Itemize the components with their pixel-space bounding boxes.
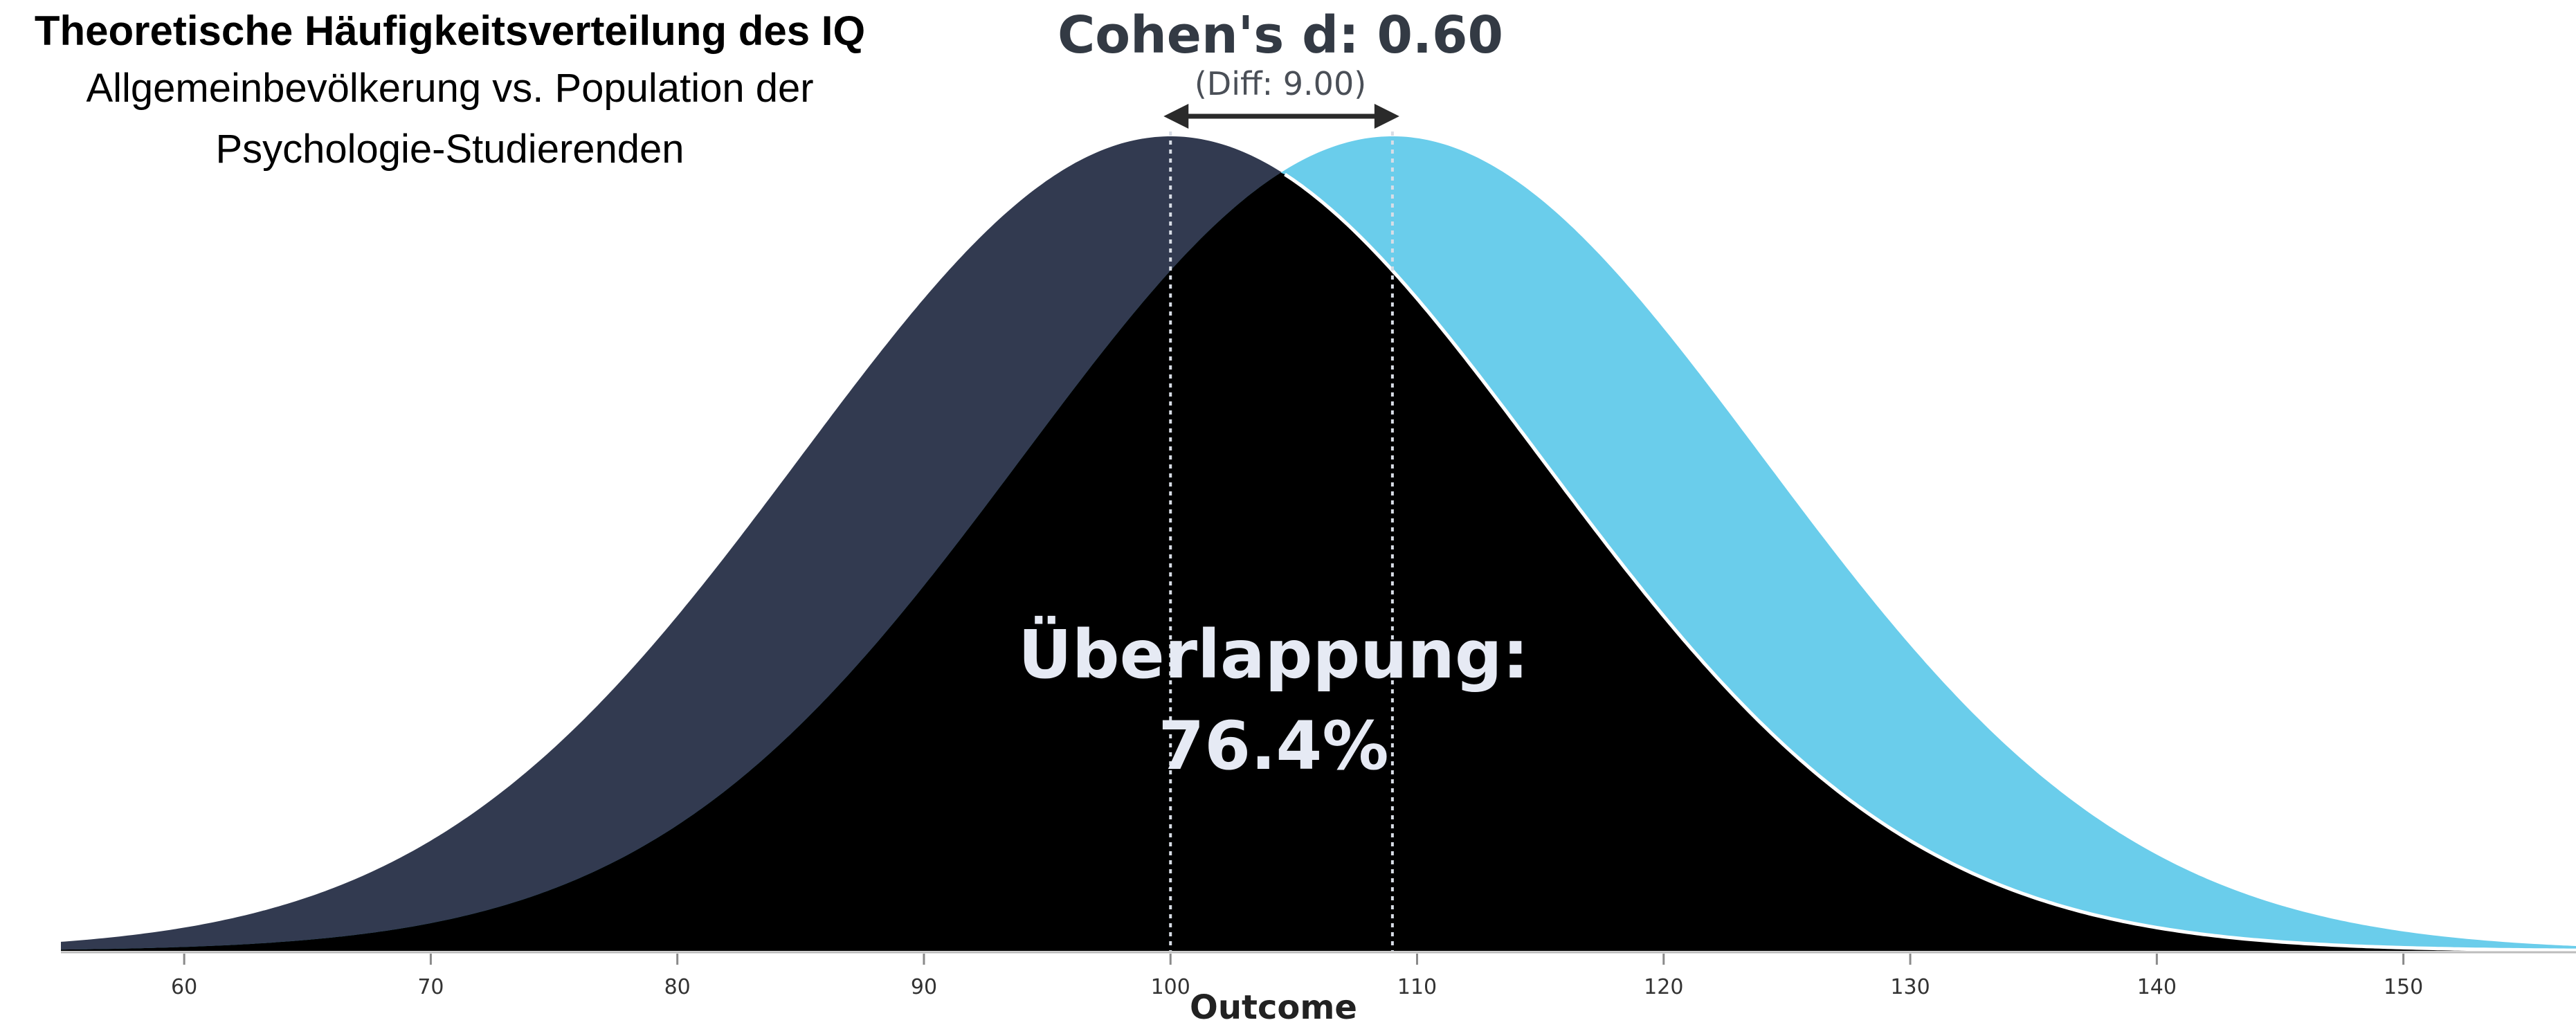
x-axis-label: Outcome: [1135, 988, 1412, 1027]
chart-title: Theoretische Häufigkeitsverteilung des I…: [0, 4, 900, 180]
x-tick-label: 70: [417, 975, 444, 999]
x-tick-label: 90: [911, 975, 937, 999]
x-tick-label: 130: [1890, 975, 1930, 999]
title-line-3: Psychologie-Studierenden: [0, 119, 900, 180]
x-tick-label: 140: [2137, 975, 2177, 999]
cohens-d-label: Cohen's d: 0.60: [1038, 6, 1523, 65]
x-tick-label: 60: [171, 975, 197, 999]
title-line-1: Theoretische Häufigkeitsverteilung des I…: [0, 4, 900, 58]
x-tick-label: 150: [2384, 975, 2423, 999]
diff-label: (Diff: 9.00): [1107, 65, 1453, 102]
overlap-label-value: 76.4%: [997, 700, 1550, 792]
x-tick-label: 80: [664, 975, 691, 999]
overlap-area: [61, 173, 2576, 952]
overlap-label-line1: Überlappung:: [997, 609, 1550, 700]
title-line-2: Allgemeinbevölkerung vs. Population der: [0, 58, 900, 119]
effect-arrow-head: [1163, 104, 1188, 129]
effect-arrow: [1163, 104, 1399, 129]
overlap-label: Überlappung: 76.4%: [997, 609, 1550, 792]
effect-arrow-head: [1375, 104, 1399, 129]
x-tick-label: 120: [1644, 975, 1683, 999]
